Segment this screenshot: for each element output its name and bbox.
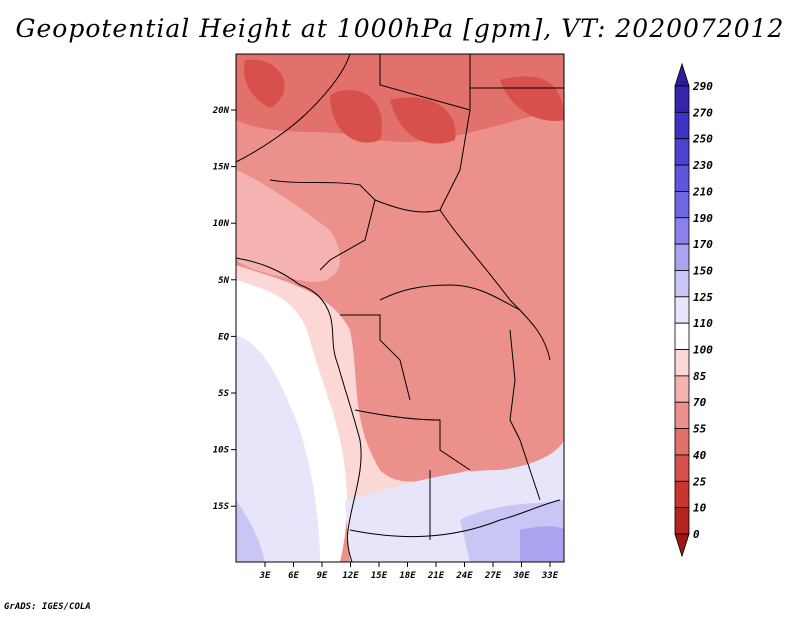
colorbar-segment (674, 375, 690, 403)
southeast-deep-blue (520, 526, 564, 562)
colorbar-label-100: 100 (693, 344, 713, 357)
colorbar-segment (674, 296, 690, 324)
colorbar-segment (674, 164, 690, 192)
lon-label-15e: 15E (371, 571, 388, 581)
colorbar-segment (674, 243, 690, 271)
border-4 (269, 179, 376, 271)
lon-label-21e: 21E (427, 571, 445, 581)
colorbar-label-10: 10 (693, 502, 707, 515)
north-band (236, 54, 564, 143)
colorbar-label-70: 70 (693, 396, 707, 409)
colorbar-label-190: 190 (693, 212, 713, 225)
border-5 (374, 109, 471, 213)
colorbar-label-290: 290 (692, 80, 713, 93)
colorbar-label-270: 270 (692, 106, 713, 119)
border-7 (379, 284, 521, 311)
border-10 (349, 499, 561, 538)
colorbar-segment (674, 111, 690, 140)
colorbar-segment (674, 507, 690, 535)
borders (235, 53, 564, 563)
lon-label-9e: 9E (317, 571, 328, 581)
atlantic-blue (236, 500, 265, 562)
latitude-labels: 20N 15N 10N 5N EQ 5S 10S 15S (212, 106, 236, 512)
colorbar-label-230: 230 (692, 159, 713, 172)
longitude-labels: 3E 6E 9E 12E 15E 18E 21E 24E 27E 30E 33E (259, 562, 559, 581)
colorbar-top-arrow (674, 62, 690, 87)
colorbar-label-40: 40 (693, 449, 707, 462)
lat-label-5n: 5N (218, 276, 229, 286)
colorbar-segment (674, 191, 690, 219)
colorbar: 2902702502302101901701501251101008570554… (674, 62, 713, 558)
lat-label-15n: 15N (213, 163, 230, 173)
colorbar-label-170: 170 (693, 238, 713, 251)
lat-label-5s: 5S (218, 389, 229, 399)
colorbar-label-210: 210 (692, 185, 713, 198)
colorbar-label-110: 110 (693, 317, 713, 330)
lon-label-24e: 24E (455, 571, 473, 581)
colorbar-label-125: 125 (693, 291, 713, 304)
colorbar-segment (674, 270, 690, 298)
atlantic-lavender (236, 335, 320, 562)
north-low-2 (390, 97, 456, 144)
colorbar-segment (674, 217, 690, 245)
lon-label-18e: 18E (399, 571, 416, 581)
lon-label-30e: 30E (512, 571, 530, 581)
colorbar-bottom-arrow (674, 533, 690, 558)
map-field (236, 54, 564, 562)
lat-label-10s: 10S (213, 446, 230, 456)
colorbar-segment (674, 85, 690, 113)
map-frame (235, 53, 565, 563)
border-8 (340, 314, 411, 401)
lake-border (509, 329, 541, 501)
colorbar-segment (674, 454, 690, 482)
west-pink (236, 170, 340, 282)
chart-title: Geopotential Height at 1000hPa [gpm], VT… (15, 14, 785, 43)
congo-basin (380, 289, 524, 442)
colorbar-label-250: 250 (692, 133, 713, 146)
colorbar-label-0: 0 (693, 528, 700, 541)
lon-label-33e: 33E (541, 571, 559, 581)
border-2 (379, 54, 471, 111)
colorbar-label-55: 55 (693, 423, 707, 436)
west-coastline (235, 257, 362, 563)
footer-credit: GrADS: IGES/COLA (4, 602, 91, 612)
colorbar-segment (674, 428, 690, 456)
colorbar-segment (674, 322, 690, 350)
lat-label-10n: 10N (213, 219, 230, 229)
colorbar-label-85: 85 (693, 370, 707, 383)
colorbar-segment (674, 480, 690, 509)
north-central-low (330, 90, 382, 143)
border-9 (354, 409, 471, 471)
lat-label-15s: 15S (213, 502, 230, 512)
colorbar-label-150: 150 (693, 264, 713, 277)
northwest-low (244, 59, 285, 108)
lon-label-27e: 27E (484, 571, 502, 581)
colorbar-segment (674, 401, 690, 429)
lat-label-eq: EQ (218, 332, 229, 342)
colorbar-segment (674, 349, 690, 377)
lon-label-12e: 12E (342, 571, 359, 581)
colorbar-label-25: 25 (692, 475, 707, 488)
border-1 (235, 53, 351, 163)
lon-label-3e: 3E (259, 571, 271, 581)
colorbar-segment (674, 138, 690, 166)
lon-label-6e: 6E (288, 571, 299, 581)
lat-label-20n: 20N (212, 106, 230, 116)
border-6 (439, 209, 551, 361)
